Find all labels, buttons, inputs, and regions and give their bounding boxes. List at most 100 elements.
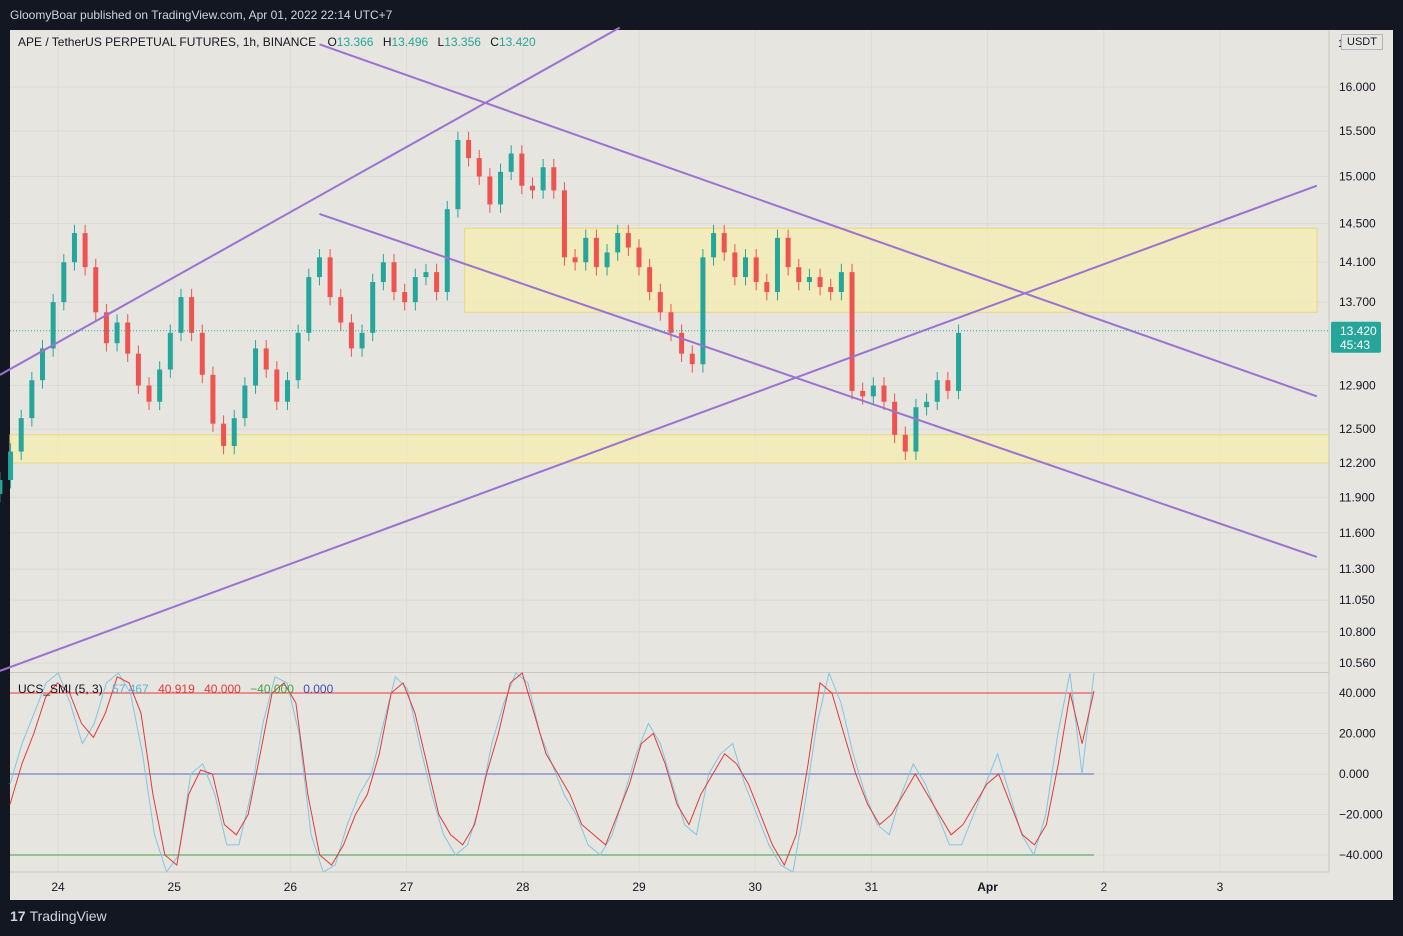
candle bbox=[593, 229, 599, 276]
candle-body bbox=[71, 233, 77, 263]
candle bbox=[295, 324, 301, 389]
signal-series-line bbox=[9, 671, 1095, 874]
time-tick-label: Apr bbox=[977, 880, 998, 894]
candle bbox=[412, 268, 418, 311]
price-tick-label: 14.100 bbox=[1339, 255, 1376, 269]
high-label: H bbox=[382, 35, 392, 49]
candle-body bbox=[423, 272, 429, 278]
candle bbox=[8, 443, 14, 489]
candle bbox=[359, 324, 365, 357]
candle-body bbox=[870, 385, 876, 397]
candle bbox=[838, 263, 844, 301]
candle bbox=[881, 377, 887, 411]
price-tick-label: 12.200 bbox=[1339, 456, 1376, 470]
low-value: 13.356 bbox=[444, 35, 481, 49]
tradingview-logo[interactable]: 17 TradingView bbox=[10, 908, 107, 924]
currency-label[interactable]: USDT bbox=[1341, 34, 1383, 50]
price-tick-label: 12.900 bbox=[1339, 379, 1376, 393]
candle bbox=[444, 200, 450, 301]
candle-body bbox=[892, 401, 898, 435]
currency-text: USDT bbox=[1347, 36, 1377, 48]
candle bbox=[455, 131, 461, 218]
candle-body bbox=[167, 332, 173, 370]
indicator-tick-label: 0.000 bbox=[1339, 767, 1369, 781]
candle-body bbox=[316, 257, 322, 278]
indicator-tick-label: 20.000 bbox=[1339, 727, 1376, 741]
indicator-tick-label: −20.000 bbox=[1339, 808, 1383, 822]
candle-body bbox=[18, 418, 24, 452]
last-price-value: 13.420 bbox=[1340, 324, 1377, 338]
candle bbox=[146, 377, 152, 411]
candle bbox=[700, 249, 706, 373]
candle bbox=[508, 145, 514, 181]
candle-body bbox=[508, 153, 514, 172]
candle bbox=[529, 177, 535, 199]
candle bbox=[849, 263, 855, 400]
time-tick-label: 31 bbox=[865, 880, 879, 894]
candle bbox=[82, 224, 88, 276]
candle-body bbox=[753, 257, 759, 283]
candle bbox=[380, 253, 386, 291]
candle bbox=[103, 303, 109, 352]
candle bbox=[785, 229, 791, 276]
candle bbox=[18, 409, 24, 460]
pane-separator bbox=[10, 672, 1329, 673]
indicator-value-3: 40.000 bbox=[204, 682, 241, 696]
candle-body bbox=[743, 257, 749, 278]
candle-body bbox=[146, 385, 152, 402]
indicator-tick-label: −40.000 bbox=[1339, 848, 1383, 862]
candle bbox=[487, 168, 493, 213]
candle bbox=[178, 288, 184, 342]
candle bbox=[615, 224, 621, 261]
time-tick-label: 30 bbox=[749, 880, 763, 894]
candle bbox=[817, 268, 823, 296]
candle bbox=[125, 314, 131, 363]
candle-body bbox=[306, 277, 312, 333]
candle-body bbox=[157, 369, 163, 402]
candle bbox=[892, 393, 898, 444]
candle-body bbox=[434, 272, 440, 293]
candle-body bbox=[785, 237, 791, 268]
indicator-tick-label: 40.000 bbox=[1339, 686, 1376, 700]
candle bbox=[338, 288, 344, 331]
indicator-value-4: −40.000 bbox=[250, 682, 294, 696]
candle-body bbox=[476, 158, 482, 177]
candle-body bbox=[945, 380, 951, 391]
candle-body bbox=[274, 369, 280, 402]
candle bbox=[466, 131, 472, 167]
price-tick-label: 15.000 bbox=[1339, 169, 1376, 183]
candle bbox=[210, 366, 216, 433]
candle bbox=[402, 283, 408, 311]
candle-body bbox=[50, 302, 56, 349]
candle-body bbox=[881, 385, 887, 402]
trendline bbox=[0, 26, 621, 376]
candle bbox=[327, 249, 333, 306]
candle bbox=[29, 371, 35, 427]
support-resistance-zone bbox=[464, 227, 1318, 313]
candle-body bbox=[934, 380, 940, 402]
candle bbox=[253, 340, 259, 394]
candle-body bbox=[135, 353, 141, 386]
candle-body bbox=[668, 312, 674, 333]
indicator-name: UCS_SMI (5, 3) bbox=[18, 682, 103, 696]
candle bbox=[711, 224, 717, 266]
candle bbox=[519, 145, 525, 195]
time-tick-label: 2 bbox=[1100, 880, 1107, 894]
candle-body bbox=[540, 167, 546, 191]
candle bbox=[242, 377, 248, 427]
candle bbox=[583, 229, 589, 271]
candle-body bbox=[40, 348, 46, 381]
price-tick-label: 10.800 bbox=[1339, 625, 1376, 639]
time-tick-label: 24 bbox=[51, 880, 65, 894]
candle-body bbox=[838, 272, 844, 293]
candle-body bbox=[817, 277, 823, 288]
low-label: L bbox=[437, 35, 445, 49]
candle bbox=[956, 324, 962, 400]
candle bbox=[806, 268, 812, 291]
countdown-value: 45:43 bbox=[1340, 338, 1370, 352]
candle bbox=[93, 258, 99, 321]
candle-body bbox=[561, 190, 567, 258]
chart-frame[interactable] bbox=[10, 30, 1393, 900]
support-resistance-zone bbox=[9, 434, 1330, 464]
